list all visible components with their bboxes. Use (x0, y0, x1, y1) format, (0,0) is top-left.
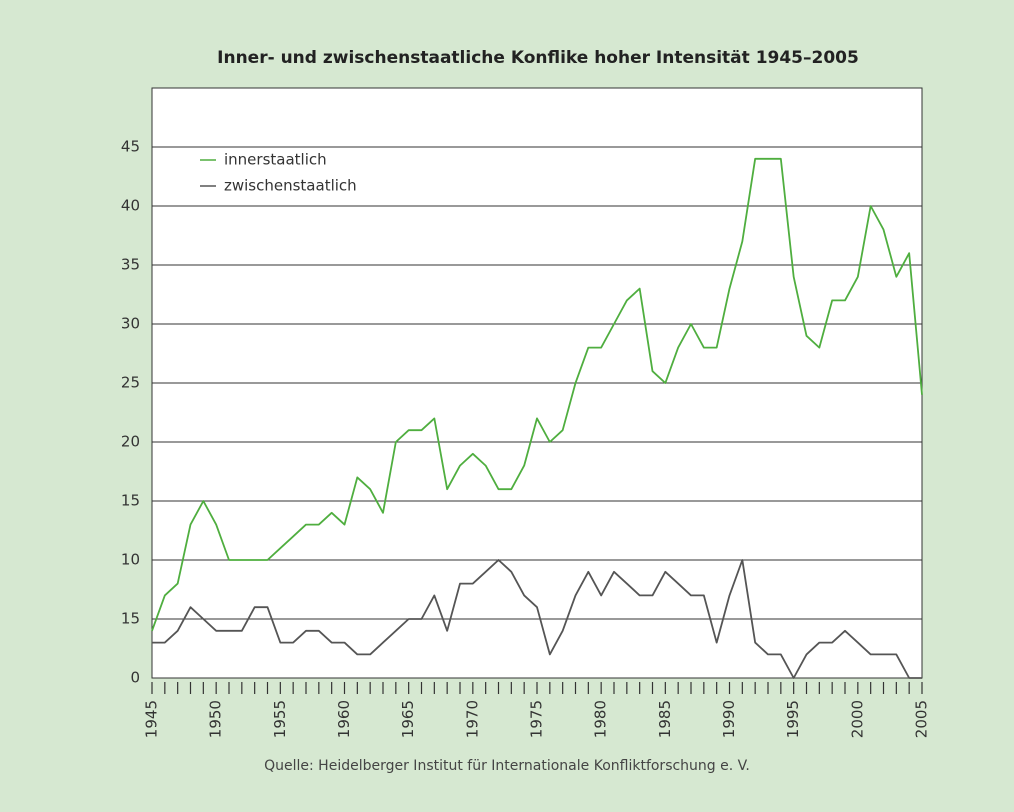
y-tick-label: 25 (121, 374, 140, 392)
y-tick-label: 20 (121, 433, 140, 451)
y-tick-label: 10 (121, 551, 140, 569)
y-tick-label: 45 (121, 138, 140, 156)
x-tick-label: 1960 (335, 700, 353, 738)
legend-label: zwischenstaatlich (224, 177, 357, 195)
x-tick-label: 1975 (528, 700, 546, 738)
x-tick-label: 1985 (656, 700, 674, 738)
legend-label: innerstaatlich (224, 151, 327, 169)
x-tick-label: 1990 (720, 700, 738, 738)
x-tick-label: 2000 (848, 700, 866, 738)
x-tick-label: 1995 (784, 700, 802, 738)
x-tick-label: 1980 (592, 700, 610, 738)
x-tick-label: 2005 (913, 700, 931, 738)
x-tick-label: 1945 (143, 700, 161, 738)
x-tick-label: 1955 (271, 700, 289, 738)
y-tick-label: 15 (121, 610, 140, 628)
y-tick-label: 40 (121, 197, 140, 215)
x-tick-label: 1950 (207, 700, 225, 738)
series-line (151, 157, 923, 632)
series-line (152, 559, 922, 679)
y-tick-label: 30 (121, 315, 140, 333)
source: Quelle: Heidelberger Institut für Intern… (264, 758, 750, 774)
y-tick-label: 15 (121, 492, 140, 510)
x-tick-label: 1970 (463, 700, 481, 738)
x-tick-label: 1965 (399, 700, 417, 738)
chart-title: Inner- und zwischenstaatliche Konflike h… (217, 48, 859, 68)
y-tick-label: 35 (121, 256, 140, 274)
y-tick-label: 0 (130, 669, 140, 687)
